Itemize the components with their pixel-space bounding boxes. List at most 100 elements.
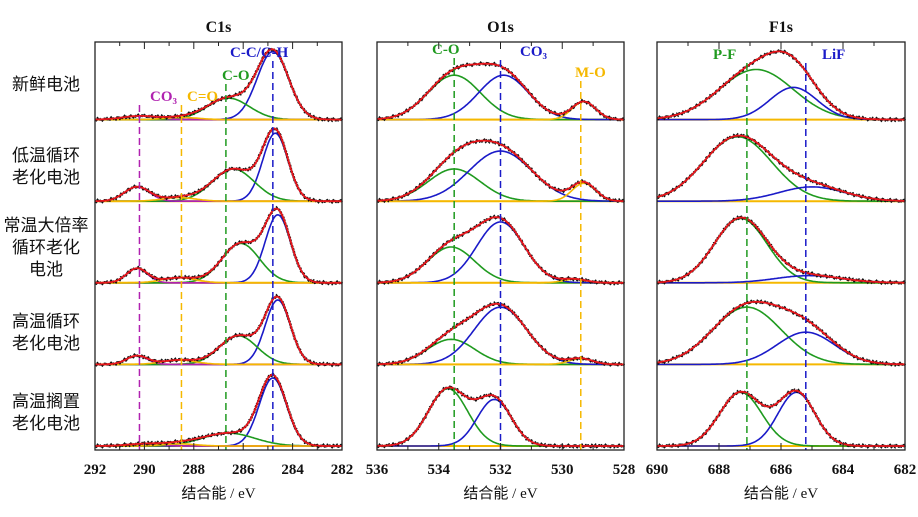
component-C-O	[95, 97, 342, 121]
component-P-F	[657, 391, 905, 447]
row-label-room-temp-high-rate: 常温大倍率 循环老化 电池	[3, 216, 89, 280]
component-P-F	[656, 306, 905, 366]
measured-data	[376, 301, 626, 368]
fit-envelope	[377, 216, 624, 284]
measured-data	[376, 214, 626, 286]
fit-envelope	[377, 386, 624, 447]
component-C-O	[376, 168, 624, 202]
measured-data	[94, 371, 344, 449]
x-tick-label: 288	[183, 462, 206, 478]
peak-label: C=O	[187, 89, 218, 105]
x-tick-label: 688	[708, 462, 731, 478]
plot-frame	[656, 41, 906, 451]
x-tick-label: 530	[551, 462, 574, 478]
component-M-O	[377, 100, 624, 121]
measured-data	[656, 215, 907, 286]
peak-label: LiF	[822, 47, 845, 63]
component-M-O	[377, 278, 624, 284]
component-CO₃	[95, 267, 342, 284]
spectrum-row-4	[376, 385, 626, 449]
spectrum-row-1	[376, 137, 626, 204]
component-CO₃	[95, 115, 342, 121]
measured-data	[656, 299, 907, 368]
fit-envelope	[95, 127, 342, 203]
spectrum-row-3	[94, 293, 344, 368]
row-label-low-temp-cycle: 低温循环 老化电池	[12, 146, 80, 188]
component-C-O	[377, 338, 624, 366]
component-CO₃	[377, 306, 624, 366]
peak-label: C-C/C-H	[230, 45, 289, 61]
spectrum-row-1	[94, 126, 344, 205]
panel-f1s: F1s P-F LiF 690 688 686 684 682 结合能 / eV	[646, 19, 917, 502]
x-tick-label: 684	[832, 462, 855, 478]
component-LiF	[657, 391, 905, 447]
component-P-F	[656, 217, 905, 284]
component-C=O	[95, 359, 342, 366]
component-C=O	[95, 443, 342, 447]
component-P-F	[656, 68, 905, 121]
peak-label: C-O	[432, 42, 460, 58]
plot-frame	[376, 41, 625, 451]
measured-data	[656, 388, 907, 449]
measured-data	[376, 61, 626, 122]
peak-label: CO₃	[520, 44, 548, 60]
row-label-fresh: 新鲜电池	[12, 75, 80, 95]
panel-o1s: O1s C-O CO₃ M-O 536 534 532 530 528 结合能 / eV	[366, 19, 636, 502]
fit-envelope	[656, 50, 905, 121]
component-C-C/C-H	[95, 132, 342, 202]
x-tick-label: 282	[331, 462, 354, 478]
fit-envelope	[657, 389, 905, 447]
spectrum-row-0	[656, 48, 907, 123]
measured-data	[656, 132, 907, 204]
spectrum-row-3	[656, 299, 907, 368]
component-C-O	[377, 387, 624, 447]
component-C-O	[376, 74, 624, 121]
spectrum-row-3	[376, 301, 626, 368]
component-C-O	[95, 168, 342, 202]
fit-envelope	[95, 295, 342, 366]
panel-title: C1s	[206, 19, 232, 36]
component-C=O	[95, 196, 342, 202]
x-tick-label: 528	[613, 462, 636, 478]
panel-title: O1s	[487, 19, 514, 36]
x-tick-label: 290	[133, 462, 156, 478]
component-LiF	[657, 86, 905, 121]
spectrum-row-2	[376, 214, 626, 286]
spectrum-row-4	[94, 371, 344, 449]
component-LiF	[657, 186, 905, 202]
x-tick-label: 286	[232, 462, 255, 478]
x-tick-label: 534	[428, 462, 451, 478]
fit-envelope	[95, 48, 342, 121]
component-C-O	[377, 246, 624, 284]
x-tick-label: 292	[84, 462, 107, 478]
component-CO₃	[377, 150, 624, 202]
measured-data	[94, 126, 344, 205]
x-axis-label: 结合能 / eV	[744, 485, 818, 502]
component-M-O	[377, 357, 624, 366]
row-label-high-temp-storage: 高温搁置 老化电池	[12, 392, 80, 434]
measured-data	[94, 205, 344, 286]
measured-data	[94, 293, 344, 368]
fit-envelope	[95, 374, 342, 447]
x-tick-label: 690	[646, 462, 669, 478]
x-tick-label: 536	[366, 462, 389, 478]
component-LiF	[657, 331, 905, 366]
peak-label: P-F	[713, 47, 736, 63]
measured-data	[376, 385, 626, 449]
fit-envelope	[656, 300, 905, 366]
measured-data	[376, 137, 626, 204]
measured-data	[94, 46, 344, 123]
component-P-F	[656, 136, 905, 202]
spectrum-row-1	[656, 132, 907, 204]
x-axis-label: 结合能 / eV	[181, 485, 255, 502]
component-C-C/C-H	[95, 377, 342, 447]
measured-data	[656, 48, 907, 123]
component-C=O	[95, 116, 342, 121]
fit-envelope	[376, 62, 624, 121]
fit-envelope	[95, 207, 342, 284]
spectrum-row-0	[376, 61, 626, 122]
component-CO₃	[377, 74, 624, 121]
component-CO₃	[95, 443, 342, 447]
row-label-high-temp-cycle: 高温循环 老化电池	[12, 312, 80, 354]
component-C=O	[95, 277, 342, 284]
